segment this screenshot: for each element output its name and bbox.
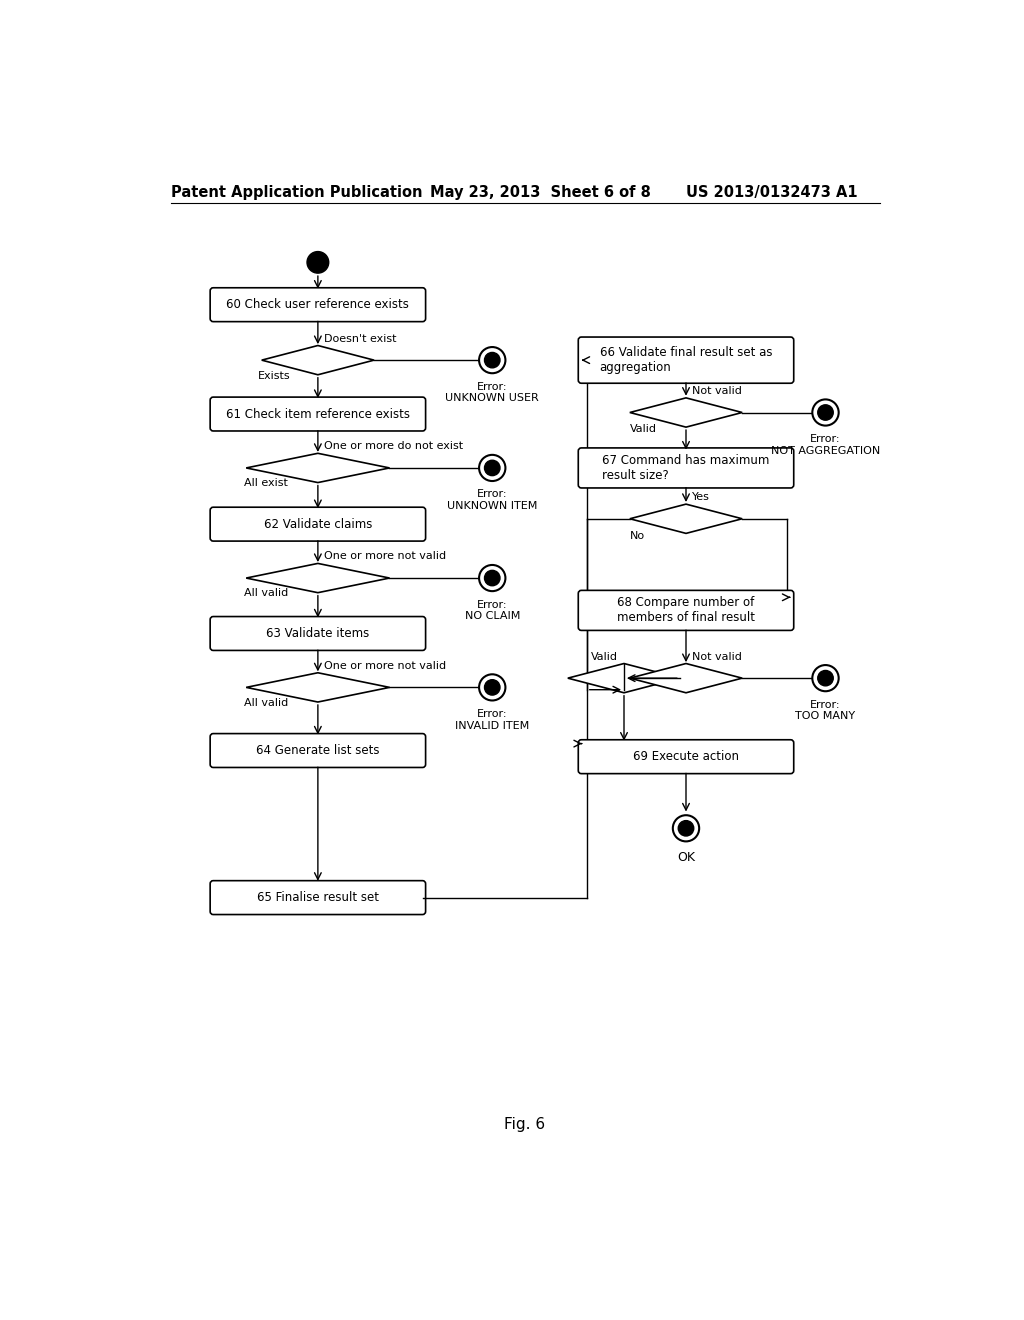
FancyBboxPatch shape [210, 507, 426, 541]
Circle shape [484, 461, 500, 475]
Text: 68 Compare number of
members of final result: 68 Compare number of members of final re… [617, 597, 755, 624]
Circle shape [479, 455, 506, 480]
Text: No: No [630, 531, 645, 541]
Text: 62 Validate claims: 62 Validate claims [264, 517, 372, 531]
Text: Error:
NO CLAIM: Error: NO CLAIM [465, 599, 520, 622]
Text: 66 Validate final result set as
aggregation: 66 Validate final result set as aggregat… [600, 346, 772, 374]
Polygon shape [630, 504, 742, 533]
Polygon shape [630, 397, 742, 428]
Polygon shape [630, 664, 742, 693]
Circle shape [484, 680, 500, 696]
Polygon shape [246, 564, 389, 593]
Text: Not valid: Not valid [692, 652, 742, 661]
Circle shape [812, 665, 839, 692]
Text: 60 Check user reference exists: 60 Check user reference exists [226, 298, 410, 312]
Text: May 23, 2013  Sheet 6 of 8: May 23, 2013 Sheet 6 of 8 [430, 185, 651, 201]
Circle shape [479, 565, 506, 591]
Text: 61 Check item reference exists: 61 Check item reference exists [226, 408, 410, 421]
Text: Error:
UNKNOWN USER: Error: UNKNOWN USER [445, 381, 539, 404]
Polygon shape [568, 664, 680, 693]
Text: OK: OK [677, 851, 695, 865]
FancyBboxPatch shape [579, 590, 794, 631]
Text: Fig. 6: Fig. 6 [504, 1117, 546, 1133]
Text: One or more not valid: One or more not valid [324, 552, 446, 561]
Circle shape [484, 352, 500, 368]
Text: 63 Validate items: 63 Validate items [266, 627, 370, 640]
Circle shape [673, 816, 699, 841]
Text: Error:
UNKNOWN ITEM: Error: UNKNOWN ITEM [447, 490, 538, 511]
Circle shape [484, 570, 500, 586]
FancyBboxPatch shape [210, 616, 426, 651]
Polygon shape [246, 673, 389, 702]
FancyBboxPatch shape [579, 739, 794, 774]
Polygon shape [262, 346, 374, 375]
Circle shape [479, 347, 506, 374]
Text: One or more not valid: One or more not valid [324, 661, 446, 671]
Circle shape [812, 400, 839, 425]
FancyBboxPatch shape [210, 288, 426, 322]
Text: All exist: All exist [245, 478, 288, 488]
Text: 64 Generate list sets: 64 Generate list sets [256, 744, 380, 758]
FancyBboxPatch shape [579, 337, 794, 383]
Text: Exists: Exists [257, 371, 290, 380]
Text: All valid: All valid [245, 698, 289, 708]
Text: 65 Finalise result set: 65 Finalise result set [257, 891, 379, 904]
Circle shape [818, 405, 834, 420]
Text: Valid: Valid [591, 652, 617, 661]
Text: Not valid: Not valid [692, 385, 742, 396]
Circle shape [818, 671, 834, 686]
Circle shape [479, 675, 506, 701]
Text: Patent Application Publication: Patent Application Publication [171, 185, 422, 201]
FancyBboxPatch shape [210, 397, 426, 430]
Circle shape [678, 821, 693, 836]
Text: 67 Command has maximum
result size?: 67 Command has maximum result size? [602, 454, 770, 482]
Polygon shape [246, 453, 389, 483]
FancyBboxPatch shape [210, 880, 426, 915]
Text: All valid: All valid [245, 589, 289, 598]
Circle shape [307, 252, 329, 273]
Text: Yes: Yes [692, 492, 710, 502]
Text: US 2013/0132473 A1: US 2013/0132473 A1 [686, 185, 858, 201]
Text: Doesn't exist: Doesn't exist [324, 334, 396, 343]
FancyBboxPatch shape [579, 447, 794, 488]
Text: Valid: Valid [630, 425, 657, 434]
FancyBboxPatch shape [210, 734, 426, 767]
Text: Error:
NOT AGGREGATION: Error: NOT AGGREGATION [771, 434, 880, 455]
Text: One or more do not exist: One or more do not exist [324, 441, 463, 451]
Text: Error:
INVALID ITEM: Error: INVALID ITEM [455, 709, 529, 730]
Text: Error:
TOO MANY: Error: TOO MANY [796, 700, 856, 721]
Text: 69 Execute action: 69 Execute action [633, 750, 739, 763]
